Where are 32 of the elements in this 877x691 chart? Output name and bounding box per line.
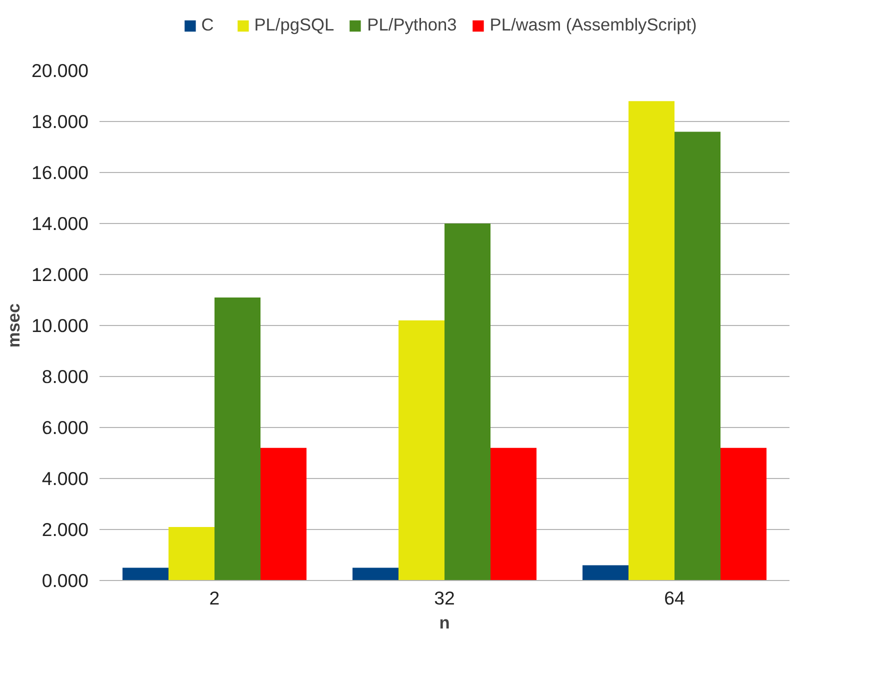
bar	[444, 224, 490, 580]
y-tick-label: 18.000	[31, 111, 88, 132]
bar	[720, 448, 766, 580]
bar	[260, 448, 306, 580]
y-axis-title: msec	[3, 302, 24, 348]
bar	[628, 101, 674, 580]
bar	[398, 320, 444, 580]
bar	[122, 568, 168, 580]
bar	[168, 526, 214, 580]
x-tick-label: 2	[209, 588, 220, 608]
bar	[674, 132, 720, 580]
bar	[582, 565, 628, 580]
x-axis-title: n	[439, 612, 450, 632]
x-tick-label: 32	[434, 588, 455, 608]
y-tick-label: 6.000	[42, 417, 88, 438]
x-tick-label: 64	[664, 588, 685, 608]
y-tick-label: 14.000	[31, 213, 88, 234]
bar	[490, 448, 536, 580]
legend-label: C	[201, 14, 215, 36]
legend-label: PL/pgSQL	[254, 14, 334, 36]
y-tick-label: 2.000	[42, 519, 88, 540]
y-tick-label: 0.000	[42, 570, 88, 591]
y-tick-label: 12.000	[31, 264, 88, 285]
bar	[352, 568, 398, 580]
legend-label: PL/wasm (AssemblyScript)	[490, 14, 697, 36]
y-tick-label: 20.000	[31, 60, 88, 81]
bar	[214, 297, 260, 580]
legend-label: PL/Python3	[367, 14, 457, 36]
y-tick-label: 4.000	[42, 468, 88, 489]
y-tick-label: 16.000	[31, 162, 88, 183]
y-tick-label: 10.000	[31, 315, 88, 336]
y-tick-label: 8.000	[42, 366, 88, 387]
